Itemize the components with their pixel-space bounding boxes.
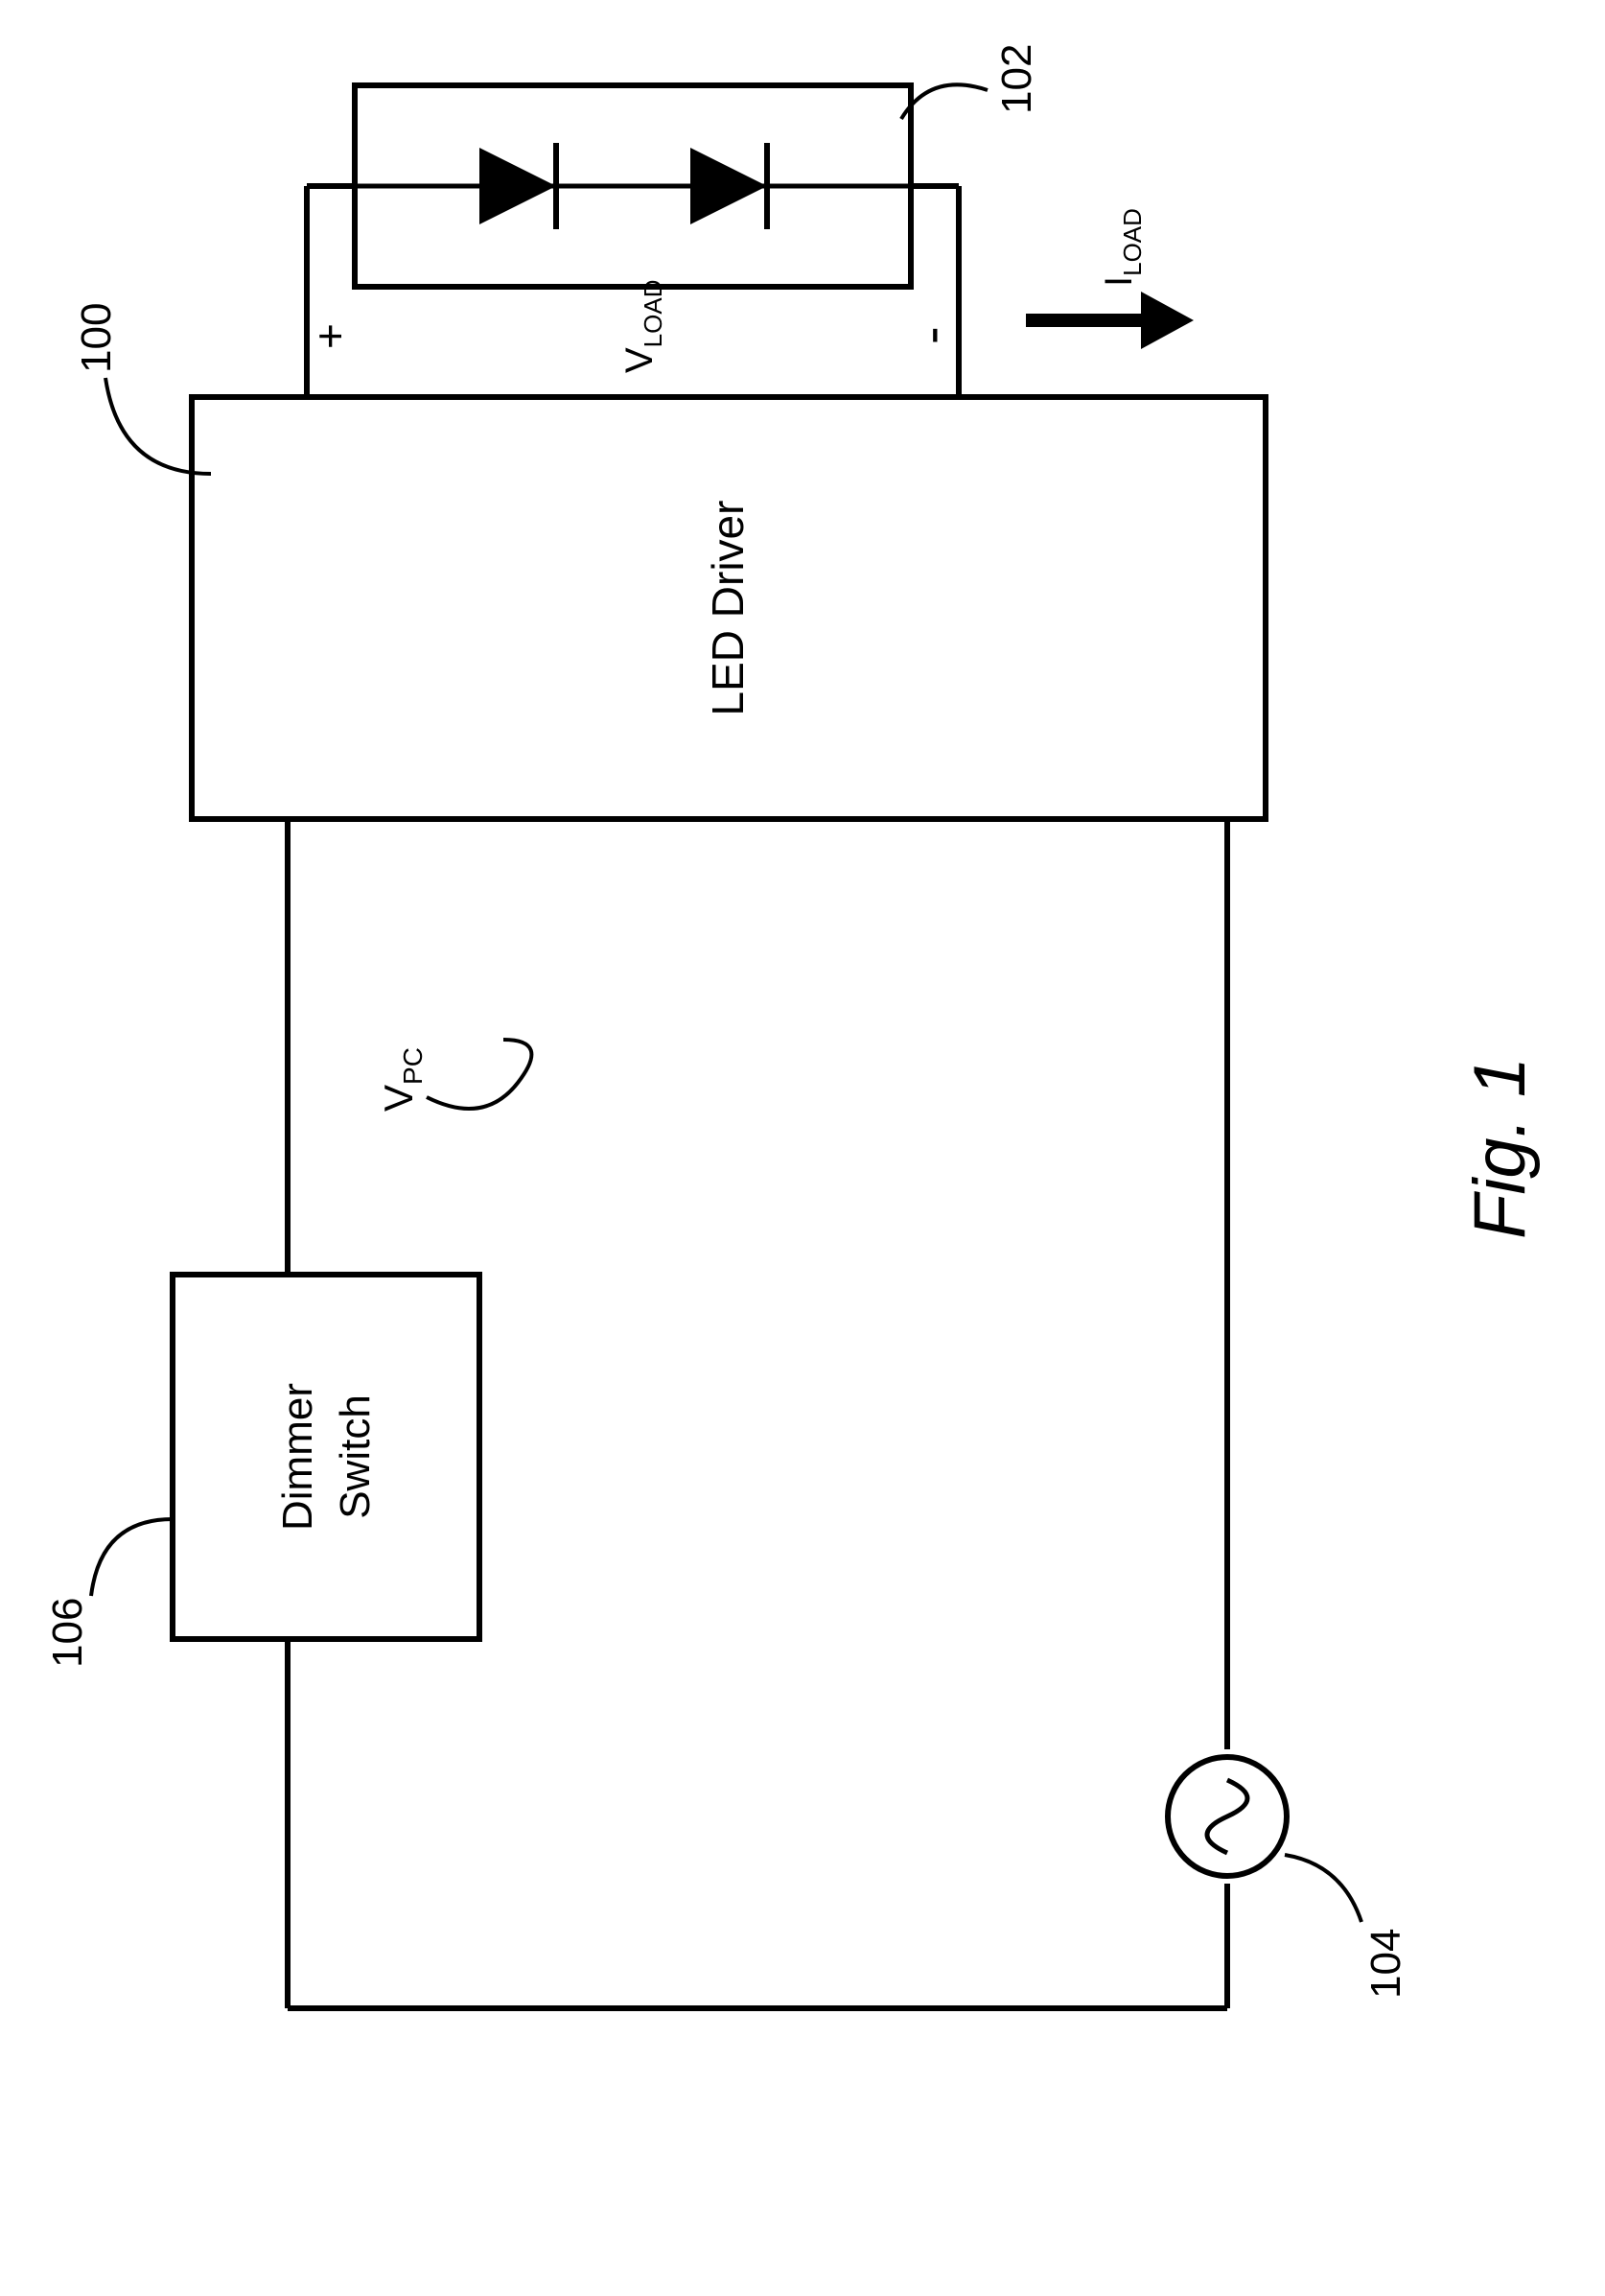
iload-arrow: ILOAD xyxy=(1026,208,1194,349)
ref-104: 104 xyxy=(1285,1855,1409,1999)
vload-symbol: V xyxy=(618,347,661,373)
ref-106-text: 106 xyxy=(44,1598,91,1668)
vpc-label: VPC xyxy=(376,1040,531,1112)
led-driver-label: LED Driver xyxy=(703,501,753,716)
ref-106: 106 xyxy=(44,1519,173,1668)
figure-caption: Fig. 1 xyxy=(1459,1057,1541,1239)
svg-text:VLOAD: VLOAD xyxy=(618,280,667,374)
dimmer-switch-block: Dimmer Switch xyxy=(173,1275,479,1639)
vpc-sub: PC xyxy=(398,1047,428,1085)
vpc-symbol: V xyxy=(376,1085,421,1112)
svg-text:ILOAD: ILOAD xyxy=(1098,208,1147,287)
dimmer-label-line2: Switch xyxy=(332,1394,379,1519)
ref-104-text: 104 xyxy=(1362,1929,1409,1999)
ref-102-text: 102 xyxy=(993,44,1040,114)
dimmer-label-line1: Dimmer xyxy=(274,1383,321,1531)
circuit-diagram: Dimmer Switch LED Driver xyxy=(0,0,1605,2296)
iload-symbol: I xyxy=(1098,276,1140,287)
plus-label: + xyxy=(305,323,355,349)
vload-sub: LOAD xyxy=(639,280,667,348)
minus-label: - xyxy=(900,326,961,344)
ac-source xyxy=(1168,1749,1287,1884)
vload-labels: + VLOAD - xyxy=(305,280,961,374)
led-driver-block: LED Driver xyxy=(192,397,1266,819)
ref-100-text: 100 xyxy=(73,303,120,373)
iload-sub: LOAD xyxy=(1118,208,1147,276)
ref-102: 102 xyxy=(901,44,1040,119)
svg-text:VPC: VPC xyxy=(376,1047,428,1112)
